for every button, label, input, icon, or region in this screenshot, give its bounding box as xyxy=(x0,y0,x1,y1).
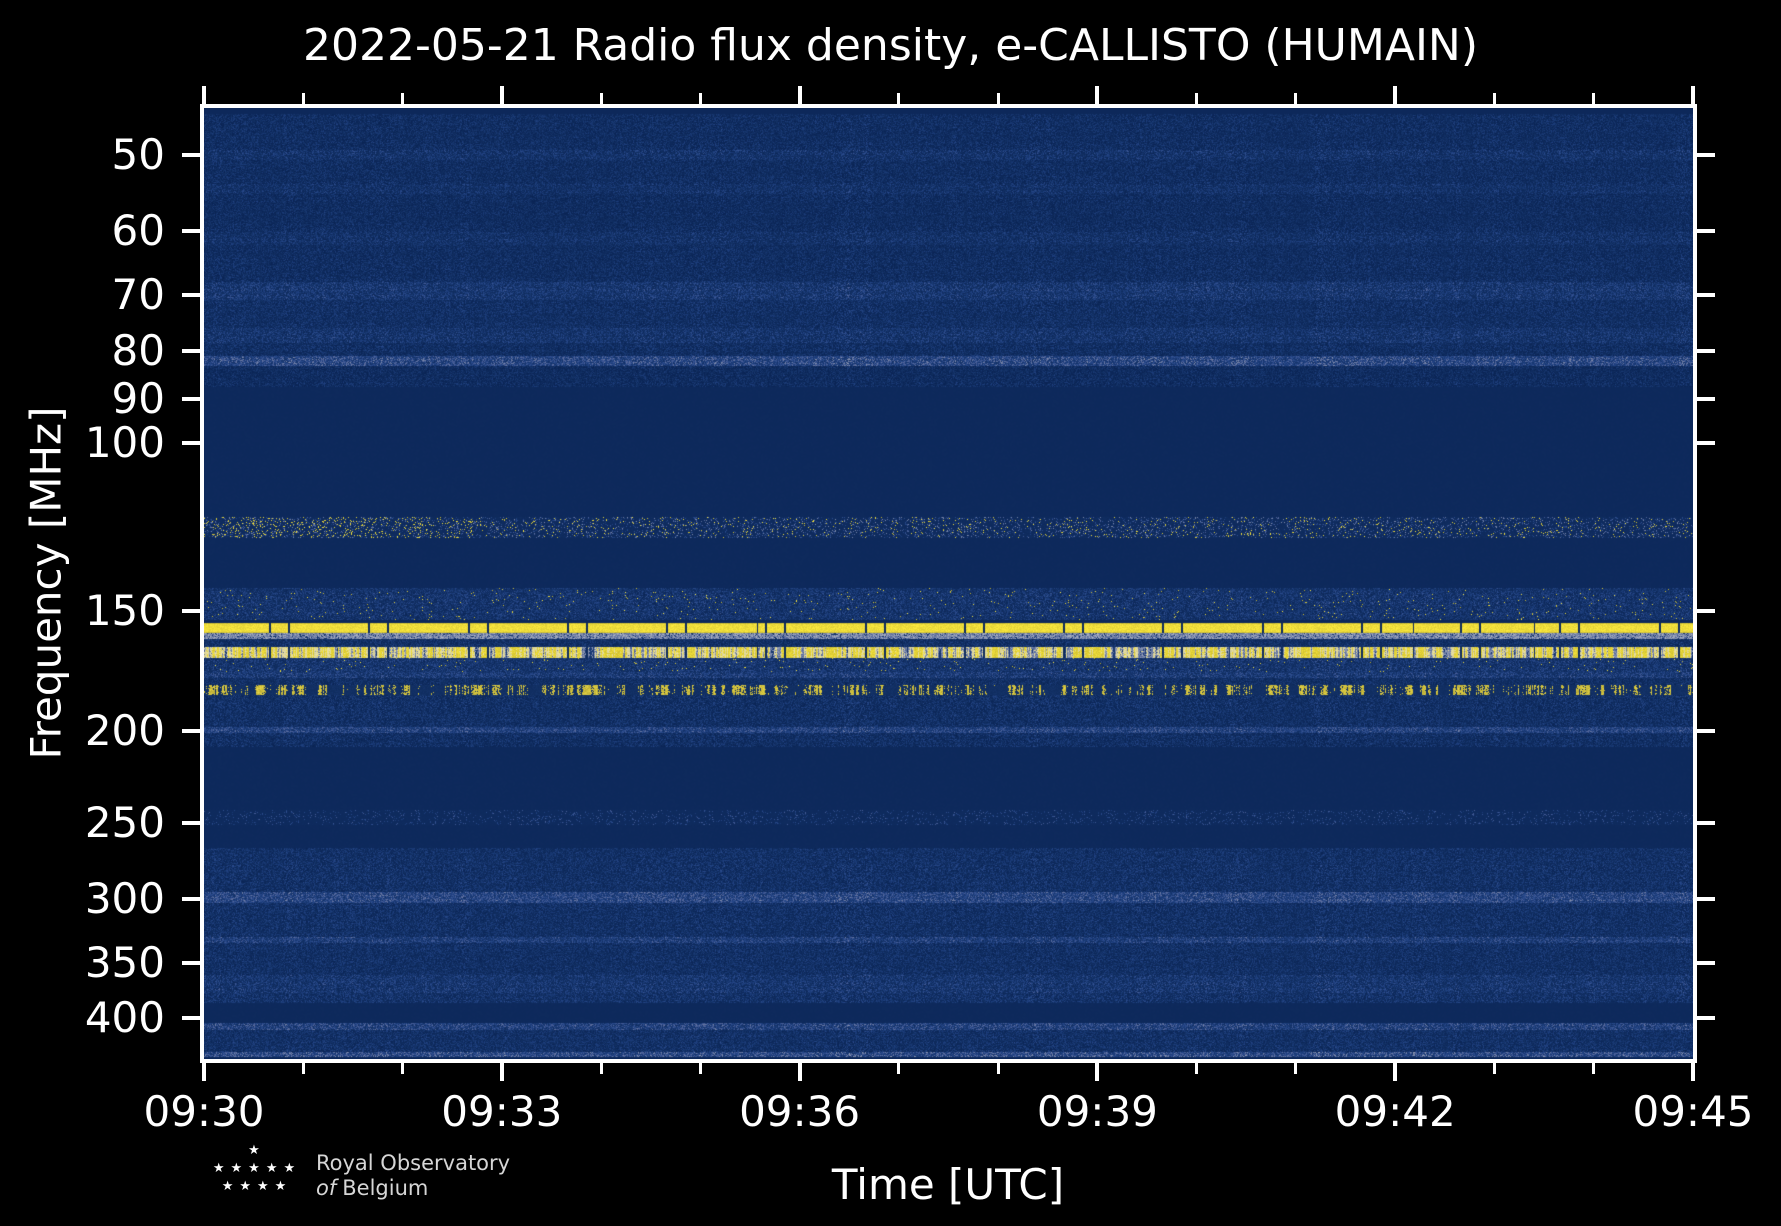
y-major-tick-right xyxy=(1697,821,1715,826)
y-tick-label: 350 xyxy=(84,938,165,988)
y-major-tick xyxy=(182,293,200,298)
x-minor-tick-top xyxy=(301,93,305,104)
x-minor-tick xyxy=(401,1063,405,1074)
y-major-tick xyxy=(182,348,200,353)
y-major-tick xyxy=(182,397,200,402)
y-major-tick-right xyxy=(1697,441,1715,446)
y-major-tick-right xyxy=(1697,153,1715,158)
rob-logo-line2: of Belgium xyxy=(316,1176,429,1200)
y-major-tick-right xyxy=(1697,229,1715,234)
x-major-tick-top xyxy=(499,86,504,104)
y-major-tick xyxy=(182,441,200,446)
x-axis-label: Time [UTC] xyxy=(831,1160,1065,1209)
y-major-tick xyxy=(182,1016,200,1021)
rob-logo-line1: Royal Observatory xyxy=(316,1151,511,1175)
x-major-tick-top xyxy=(1095,86,1100,104)
rob-logo-stars: ★ ★★★★★ ★★★★ xyxy=(198,1142,310,1196)
y-tick-label: 100 xyxy=(84,418,165,468)
x-minor-tick-top xyxy=(599,93,603,104)
x-minor-tick xyxy=(599,1063,603,1074)
y-tick-label: 200 xyxy=(84,705,165,755)
x-tick-label: 09:42 xyxy=(1334,1087,1456,1136)
y-tick-label: 90 xyxy=(111,374,165,424)
x-minor-tick xyxy=(301,1063,305,1074)
y-major-tick-right xyxy=(1697,348,1715,353)
x-minor-tick-top xyxy=(996,93,1000,104)
x-minor-tick xyxy=(1195,1063,1199,1074)
y-tick-label: 250 xyxy=(84,798,165,848)
x-tick-label: 09:33 xyxy=(441,1087,563,1136)
chart-title: 2022-05-21 Radio flux density, e-CALLIST… xyxy=(302,20,1479,71)
y-major-tick-right xyxy=(1697,609,1715,614)
spectrogram-heatmap xyxy=(204,108,1693,1059)
x-minor-tick-top xyxy=(897,93,901,104)
x-major-tick xyxy=(202,1063,206,1081)
y-tick-label: 60 xyxy=(111,206,165,256)
y-axis-label: Frequency [MHz] xyxy=(21,406,71,760)
y-major-tick-right xyxy=(1697,897,1715,902)
x-major-tick xyxy=(1691,1063,1695,1081)
rob-logo-text: Royal Observatory of Belgium xyxy=(316,1151,510,1201)
y-tick-label: 300 xyxy=(84,874,165,924)
y-tick-label: 150 xyxy=(84,586,165,636)
y-major-tick xyxy=(182,961,200,966)
y-major-tick-right xyxy=(1697,961,1715,966)
y-tick-label: 80 xyxy=(111,325,165,375)
y-tick-label: 400 xyxy=(84,993,165,1043)
x-minor-tick-top xyxy=(1592,93,1596,104)
x-minor-tick xyxy=(1492,1063,1496,1074)
x-major-tick xyxy=(1393,1063,1398,1081)
x-major-tick xyxy=(499,1063,504,1081)
y-major-tick xyxy=(182,728,200,733)
x-major-tick-top xyxy=(797,86,802,104)
y-major-tick xyxy=(182,897,200,902)
y-tick-label: 50 xyxy=(111,130,165,180)
x-minor-tick xyxy=(1294,1063,1298,1074)
rob-logo-star-row-1: ★ xyxy=(248,1143,266,1158)
y-major-tick-right xyxy=(1697,293,1715,298)
x-major-tick-top xyxy=(1691,86,1695,104)
x-major-tick-top xyxy=(202,86,206,104)
x-minor-tick xyxy=(698,1063,702,1074)
x-minor-tick-top xyxy=(401,93,405,104)
x-minor-tick xyxy=(1592,1063,1596,1074)
x-major-tick xyxy=(1095,1063,1100,1081)
x-tick-label: 09:45 xyxy=(1632,1087,1754,1136)
y-tick-label: 70 xyxy=(111,270,165,320)
x-major-tick-top xyxy=(1393,86,1398,104)
x-minor-tick-top xyxy=(1294,93,1298,104)
y-major-tick-right xyxy=(1697,728,1715,733)
x-tick-label: 09:39 xyxy=(1036,1087,1158,1136)
x-minor-tick-top xyxy=(1195,93,1199,104)
rob-logo-star-row-2: ★★★★★ xyxy=(212,1161,302,1176)
x-minor-tick xyxy=(996,1063,1000,1074)
y-major-tick-right xyxy=(1697,1016,1715,1021)
x-tick-label: 09:36 xyxy=(739,1087,861,1136)
y-major-tick xyxy=(182,821,200,826)
y-major-tick xyxy=(182,153,200,158)
x-tick-label: 09:30 xyxy=(143,1087,265,1136)
x-minor-tick-top xyxy=(698,93,702,104)
y-major-tick xyxy=(182,609,200,614)
x-minor-tick xyxy=(897,1063,901,1074)
y-major-tick xyxy=(182,229,200,234)
y-major-tick-right xyxy=(1697,397,1715,402)
x-major-tick xyxy=(797,1063,802,1081)
x-minor-tick-top xyxy=(1492,93,1496,104)
rob-logo-star-row-3: ★★★★ xyxy=(221,1179,293,1194)
